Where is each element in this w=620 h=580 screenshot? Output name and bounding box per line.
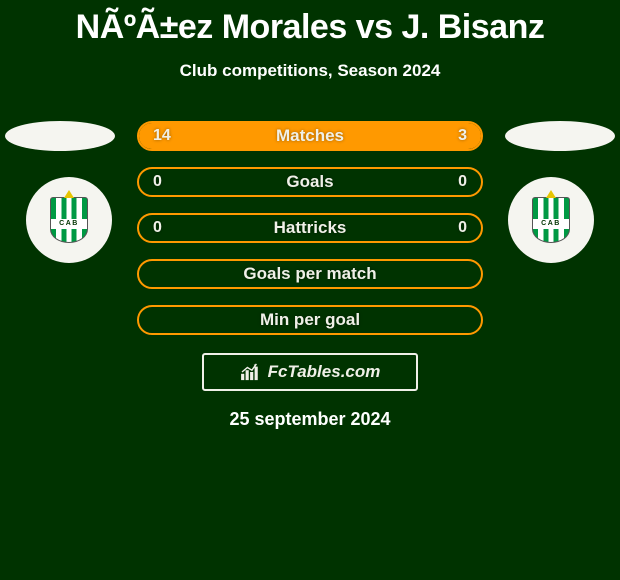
team-badge-left: CAB (26, 177, 112, 263)
scale-right-oval (505, 121, 615, 151)
stat-value-right: 3 (458, 127, 467, 145)
stat-label: Matches (276, 126, 344, 146)
stat-bar: 14 Matches 3 (137, 121, 483, 151)
stat-label: Hattricks (274, 218, 347, 238)
branding-box[interactable]: FcTables.com (202, 353, 418, 391)
stats-bars: 14 Matches 3 0 Goals 0 0 Hattricks 0 Goals per ma… (137, 121, 483, 335)
stat-label: Min per goal (260, 310, 360, 330)
stat-bar: 0 Hattricks 0 (137, 213, 483, 243)
stat-label: Goals per match (243, 264, 376, 284)
shield-label: CAB (51, 219, 87, 229)
brand-text: FcTables.com (268, 362, 381, 382)
scale-left-oval (5, 121, 115, 151)
stat-value-left: 14 (153, 127, 171, 145)
stat-value-right: 0 (458, 219, 467, 237)
subtitle: Club competitions, Season 2024 (0, 61, 620, 81)
bar-fill-right (406, 123, 481, 149)
team-badge-right: CAB (508, 177, 594, 263)
shield-icon: CAB (532, 197, 570, 243)
shield-label: CAB (533, 219, 569, 229)
stat-label: Goals (286, 172, 333, 192)
stat-value-left: 0 (153, 173, 162, 191)
chart-icon (240, 363, 262, 381)
stat-bar: Min per goal (137, 305, 483, 335)
shield-icon: CAB (50, 197, 88, 243)
stat-bar: Goals per match (137, 259, 483, 289)
stat-bar: 0 Goals 0 (137, 167, 483, 197)
date-text: 25 september 2024 (0, 409, 620, 430)
comparison-panel: CAB CAB 14 Matches 3 0 Goals 0 0 Hattricks 0 Goal… (0, 121, 620, 430)
page-title: NÃºÃ±ez Morales vs J. Bisanz (0, 0, 620, 47)
stat-value-right: 0 (458, 173, 467, 191)
stat-value-left: 0 (153, 219, 162, 237)
bar-fill-left (139, 123, 406, 149)
